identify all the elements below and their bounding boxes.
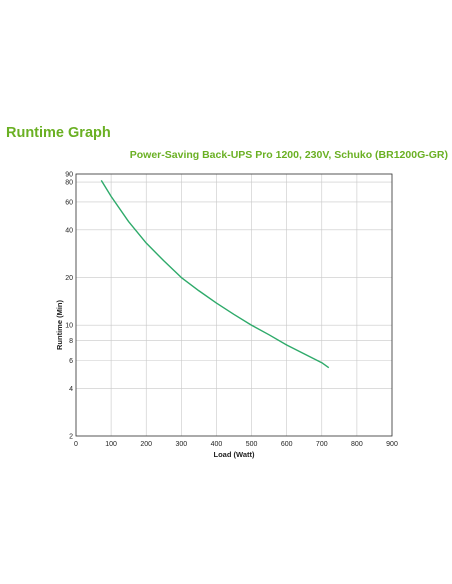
y-tick-label-80: 80 xyxy=(65,180,73,187)
x-tick-label-500: 500 xyxy=(246,441,258,448)
y-tick-label-90: 90 xyxy=(65,172,73,179)
y-tick-label-6: 6 xyxy=(69,358,73,365)
x-tick-label-900: 900 xyxy=(386,441,398,448)
page-heading: Runtime Graph xyxy=(6,125,111,141)
x-tick-label-200: 200 xyxy=(140,441,152,448)
plot-frame xyxy=(75,173,393,437)
y-tick-label-60: 60 xyxy=(65,199,73,206)
y-axis-label: Runtime (Min) xyxy=(55,300,64,350)
grid-layer xyxy=(75,173,393,437)
y-tick-label-20: 20 xyxy=(65,275,73,282)
chart-title: Power-Saving Back-UPS Pro 1200, 230V, Sc… xyxy=(129,149,448,161)
y-tick-label-40: 40 xyxy=(65,227,73,234)
x-tick-label-100: 100 xyxy=(105,441,117,448)
x-tick-label-600: 600 xyxy=(281,441,293,448)
y-tick-label-2: 2 xyxy=(69,434,73,441)
y-tick-label-10: 10 xyxy=(65,323,73,330)
tick-labels: 0 100 200 300 400 500 600 700 800 900 2 4 6 8 10 20 40 60… xyxy=(65,172,398,449)
y-tick-label-4: 4 xyxy=(69,386,73,393)
series-line-runtime xyxy=(100,180,330,369)
x-tick-label-700: 700 xyxy=(316,441,328,448)
x-tick-label-0: 0 xyxy=(74,441,78,448)
x-tick-label-300: 300 xyxy=(175,441,187,448)
x-tick-label-800: 800 xyxy=(351,441,363,448)
x-axis-label: Load (Watt) xyxy=(214,450,255,459)
x-tick-label-400: 400 xyxy=(211,441,223,448)
y-tick-label-8: 8 xyxy=(69,338,73,345)
